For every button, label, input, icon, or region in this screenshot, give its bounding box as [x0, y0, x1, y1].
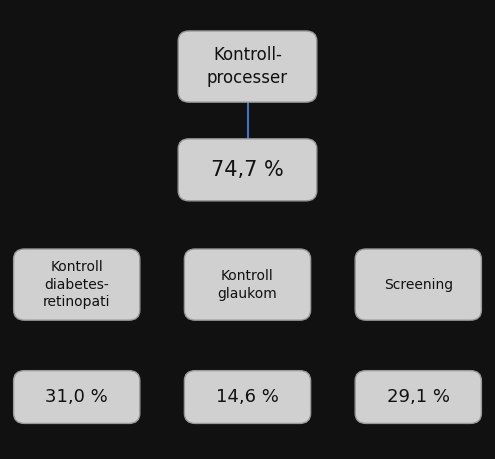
FancyBboxPatch shape	[13, 371, 140, 423]
Text: 14,6 %: 14,6 %	[216, 388, 279, 406]
FancyBboxPatch shape	[184, 371, 311, 423]
FancyBboxPatch shape	[13, 249, 140, 320]
Text: Screening: Screening	[384, 278, 453, 291]
FancyBboxPatch shape	[178, 31, 317, 102]
Text: 29,1 %: 29,1 %	[387, 388, 450, 406]
Text: Kontroll
diabetes-
retinopati: Kontroll diabetes- retinopati	[43, 260, 110, 309]
FancyBboxPatch shape	[355, 371, 481, 423]
FancyBboxPatch shape	[355, 249, 481, 320]
Text: 74,7 %: 74,7 %	[211, 160, 284, 180]
FancyBboxPatch shape	[178, 139, 317, 201]
Text: Kontroll-
processer: Kontroll- processer	[207, 46, 288, 87]
FancyBboxPatch shape	[184, 249, 311, 320]
Text: Kontroll
glaukom: Kontroll glaukom	[218, 269, 277, 301]
Text: 31,0 %: 31,0 %	[46, 388, 108, 406]
